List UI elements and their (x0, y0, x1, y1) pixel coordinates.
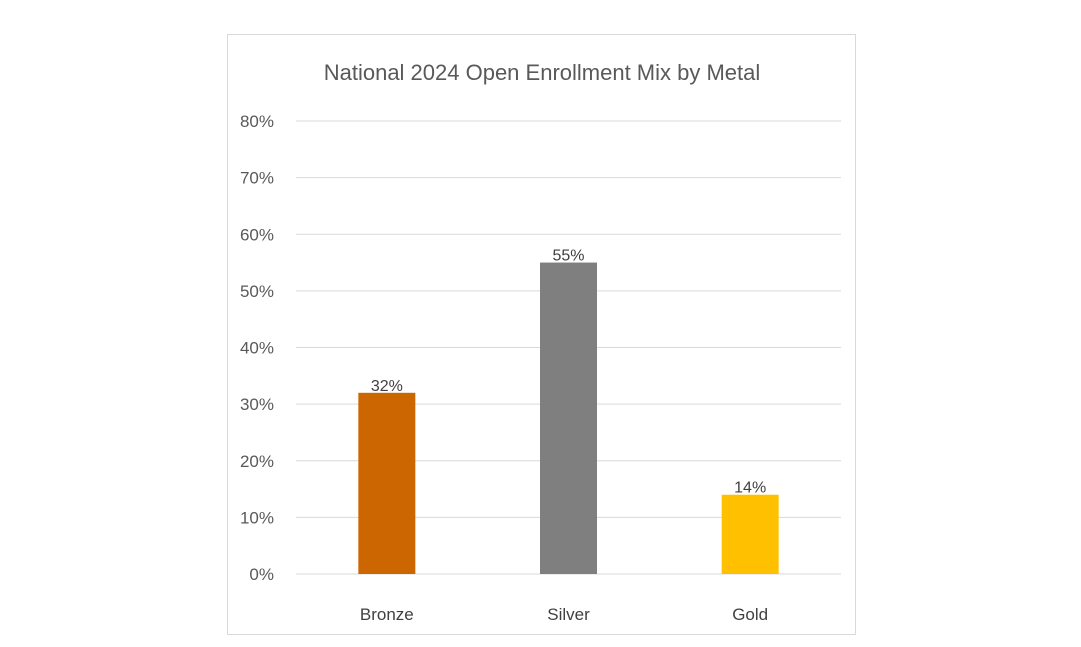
bar-gold (721, 494, 779, 574)
bars (358, 262, 779, 574)
y-tick-label: 70% (240, 169, 274, 188)
data-labels: 32% 55% 14% (371, 248, 766, 497)
x-category-silver: Silver (547, 605, 590, 624)
chart-frame: National 2024 Open Enrollment Mix by Met… (227, 34, 856, 635)
bar-bronze (358, 392, 416, 574)
bar-silver (540, 262, 597, 574)
chart-title: National 2024 Open Enrollment Mix by Met… (324, 60, 761, 85)
y-tick-label: 10% (240, 508, 274, 527)
y-tick-label: 80% (240, 112, 274, 131)
y-tick-label: 40% (240, 339, 274, 358)
y-tick-label: 50% (240, 282, 274, 301)
y-tick-label: 30% (240, 395, 274, 414)
data-label-bronze: 32% (371, 378, 403, 395)
data-label-silver: 55% (552, 248, 584, 265)
bar-chart: National 2024 Open Enrollment Mix by Met… (240, 60, 841, 624)
y-tick-label: 0% (249, 565, 274, 584)
x-category-gold: Gold (732, 605, 768, 624)
y-tick-label: 20% (240, 452, 274, 471)
y-tick-label: 60% (240, 225, 274, 244)
y-axis-ticks: 0% 10% 20% 30% 40% 50% 60% 70% 80% (240, 112, 274, 584)
data-label-gold: 14% (734, 480, 766, 497)
x-category-bronze: Bronze (360, 605, 414, 624)
x-axis-categories: Bronze Silver Gold (360, 605, 768, 624)
